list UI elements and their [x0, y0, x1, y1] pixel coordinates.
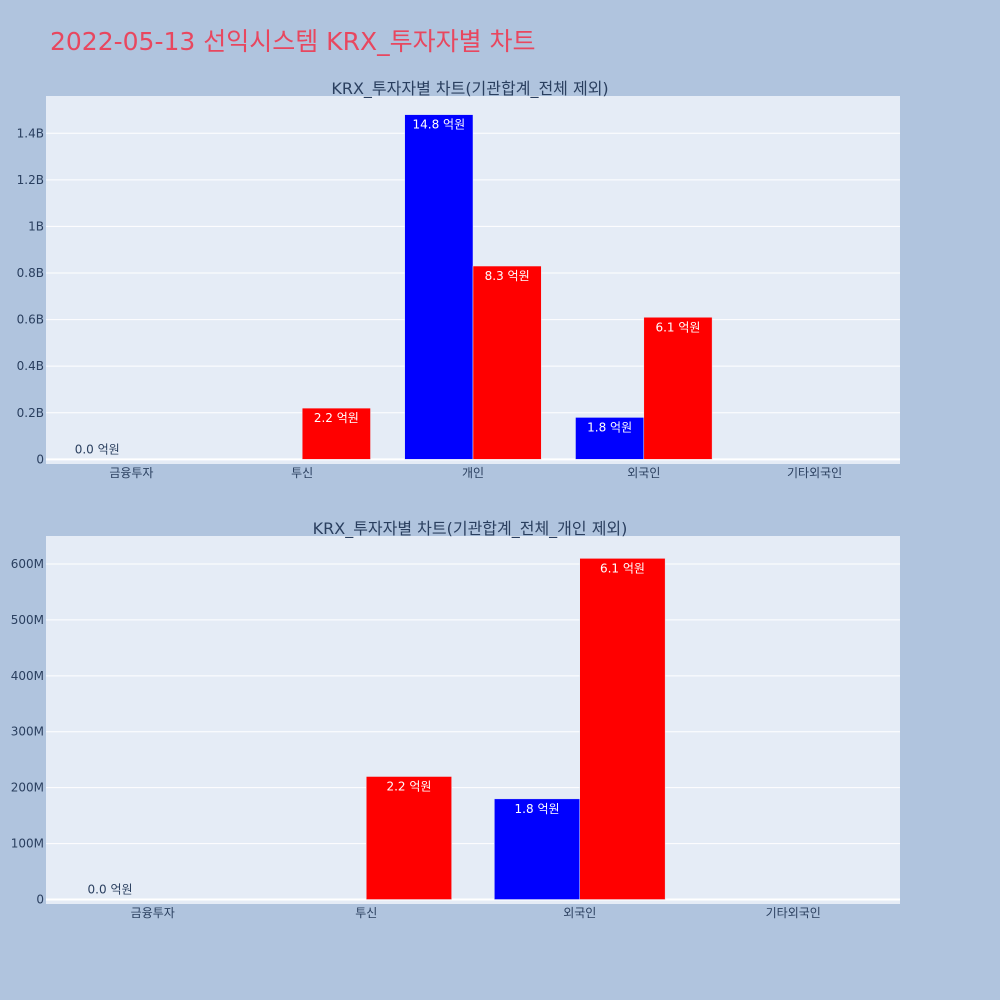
- bar: [494, 798, 581, 900]
- bar: [404, 114, 474, 460]
- bar-label: 6.1 억원: [655, 320, 700, 334]
- y-tick-label: 1B: [28, 219, 44, 233]
- x-tick-label: 금융투자: [131, 906, 175, 920]
- y-tick-label: 400M: [11, 669, 44, 683]
- x-tick-label: 개인: [462, 466, 484, 480]
- x-tick-label: 외국인: [627, 466, 660, 480]
- y-tick-label: 1.2B: [17, 173, 44, 187]
- y-tick-label: 300M: [11, 725, 44, 739]
- y-tick-label: 0.2B: [17, 406, 44, 420]
- bar-label: 14.8 억원: [413, 118, 466, 132]
- y-tick-label: 0.4B: [17, 359, 44, 373]
- x-tick-label: 기타외국인: [766, 906, 821, 920]
- x-tick-label: 금융투자: [109, 466, 153, 480]
- bar-label: 0.0 억원: [88, 883, 133, 897]
- y-tick-label: 200M: [11, 781, 44, 795]
- x-tick-label: 투신: [355, 906, 377, 920]
- chart-title: KRX_투자자별 차트(기관합계_전체_개인 제외): [313, 519, 628, 539]
- chart-panel-2: 0 100M 200M 300M 400M 500M 600M 금융투자 투신 외국인 기타외국인 0…: [11, 519, 900, 920]
- y-tick-label: 600M: [11, 557, 44, 571]
- bar-label: 1.8 억원: [587, 420, 632, 434]
- bar: [643, 317, 713, 460]
- y-tick-label: 1.4B: [17, 126, 44, 140]
- x-tick-label: 투신: [291, 466, 313, 480]
- y-tick-label: 0: [36, 893, 44, 907]
- x-tick-label: 기타외국인: [787, 466, 842, 480]
- chart-panel-1: 0 0.2B 0.4B 0.6B 0.8B 1B 1.2B 1.4B 금융투자 투신 개인 외국인 기타…: [17, 79, 900, 480]
- bar-label: 2.2 억원: [386, 779, 431, 793]
- bar-label: 0.0 억원: [75, 442, 120, 456]
- bar-label: 6.1 억원: [600, 561, 645, 575]
- bar: [366, 776, 452, 900]
- page-title: 2022-05-13 선익시스템 KRX_투자자별 차트: [50, 27, 536, 56]
- y-tick-label: 0.8B: [17, 266, 44, 280]
- plot-background: [46, 536, 900, 904]
- bar-label: 8.3 억원: [485, 269, 530, 283]
- bar: [301, 407, 371, 460]
- bar-label: 2.2 억원: [314, 411, 359, 425]
- y-tick-label: 500M: [11, 613, 44, 627]
- bar: [472, 265, 542, 460]
- bar-label: 1.8 억원: [515, 802, 560, 816]
- y-tick-label: 0.6B: [17, 313, 44, 327]
- chart-title: KRX_투자자별 차트(기관합계_전체 제외): [331, 79, 608, 99]
- y-tick-label: 100M: [11, 837, 44, 851]
- x-tick-label: 외국인: [563, 906, 596, 920]
- y-tick-label: 0: [36, 452, 44, 466]
- bar: [579, 558, 666, 900]
